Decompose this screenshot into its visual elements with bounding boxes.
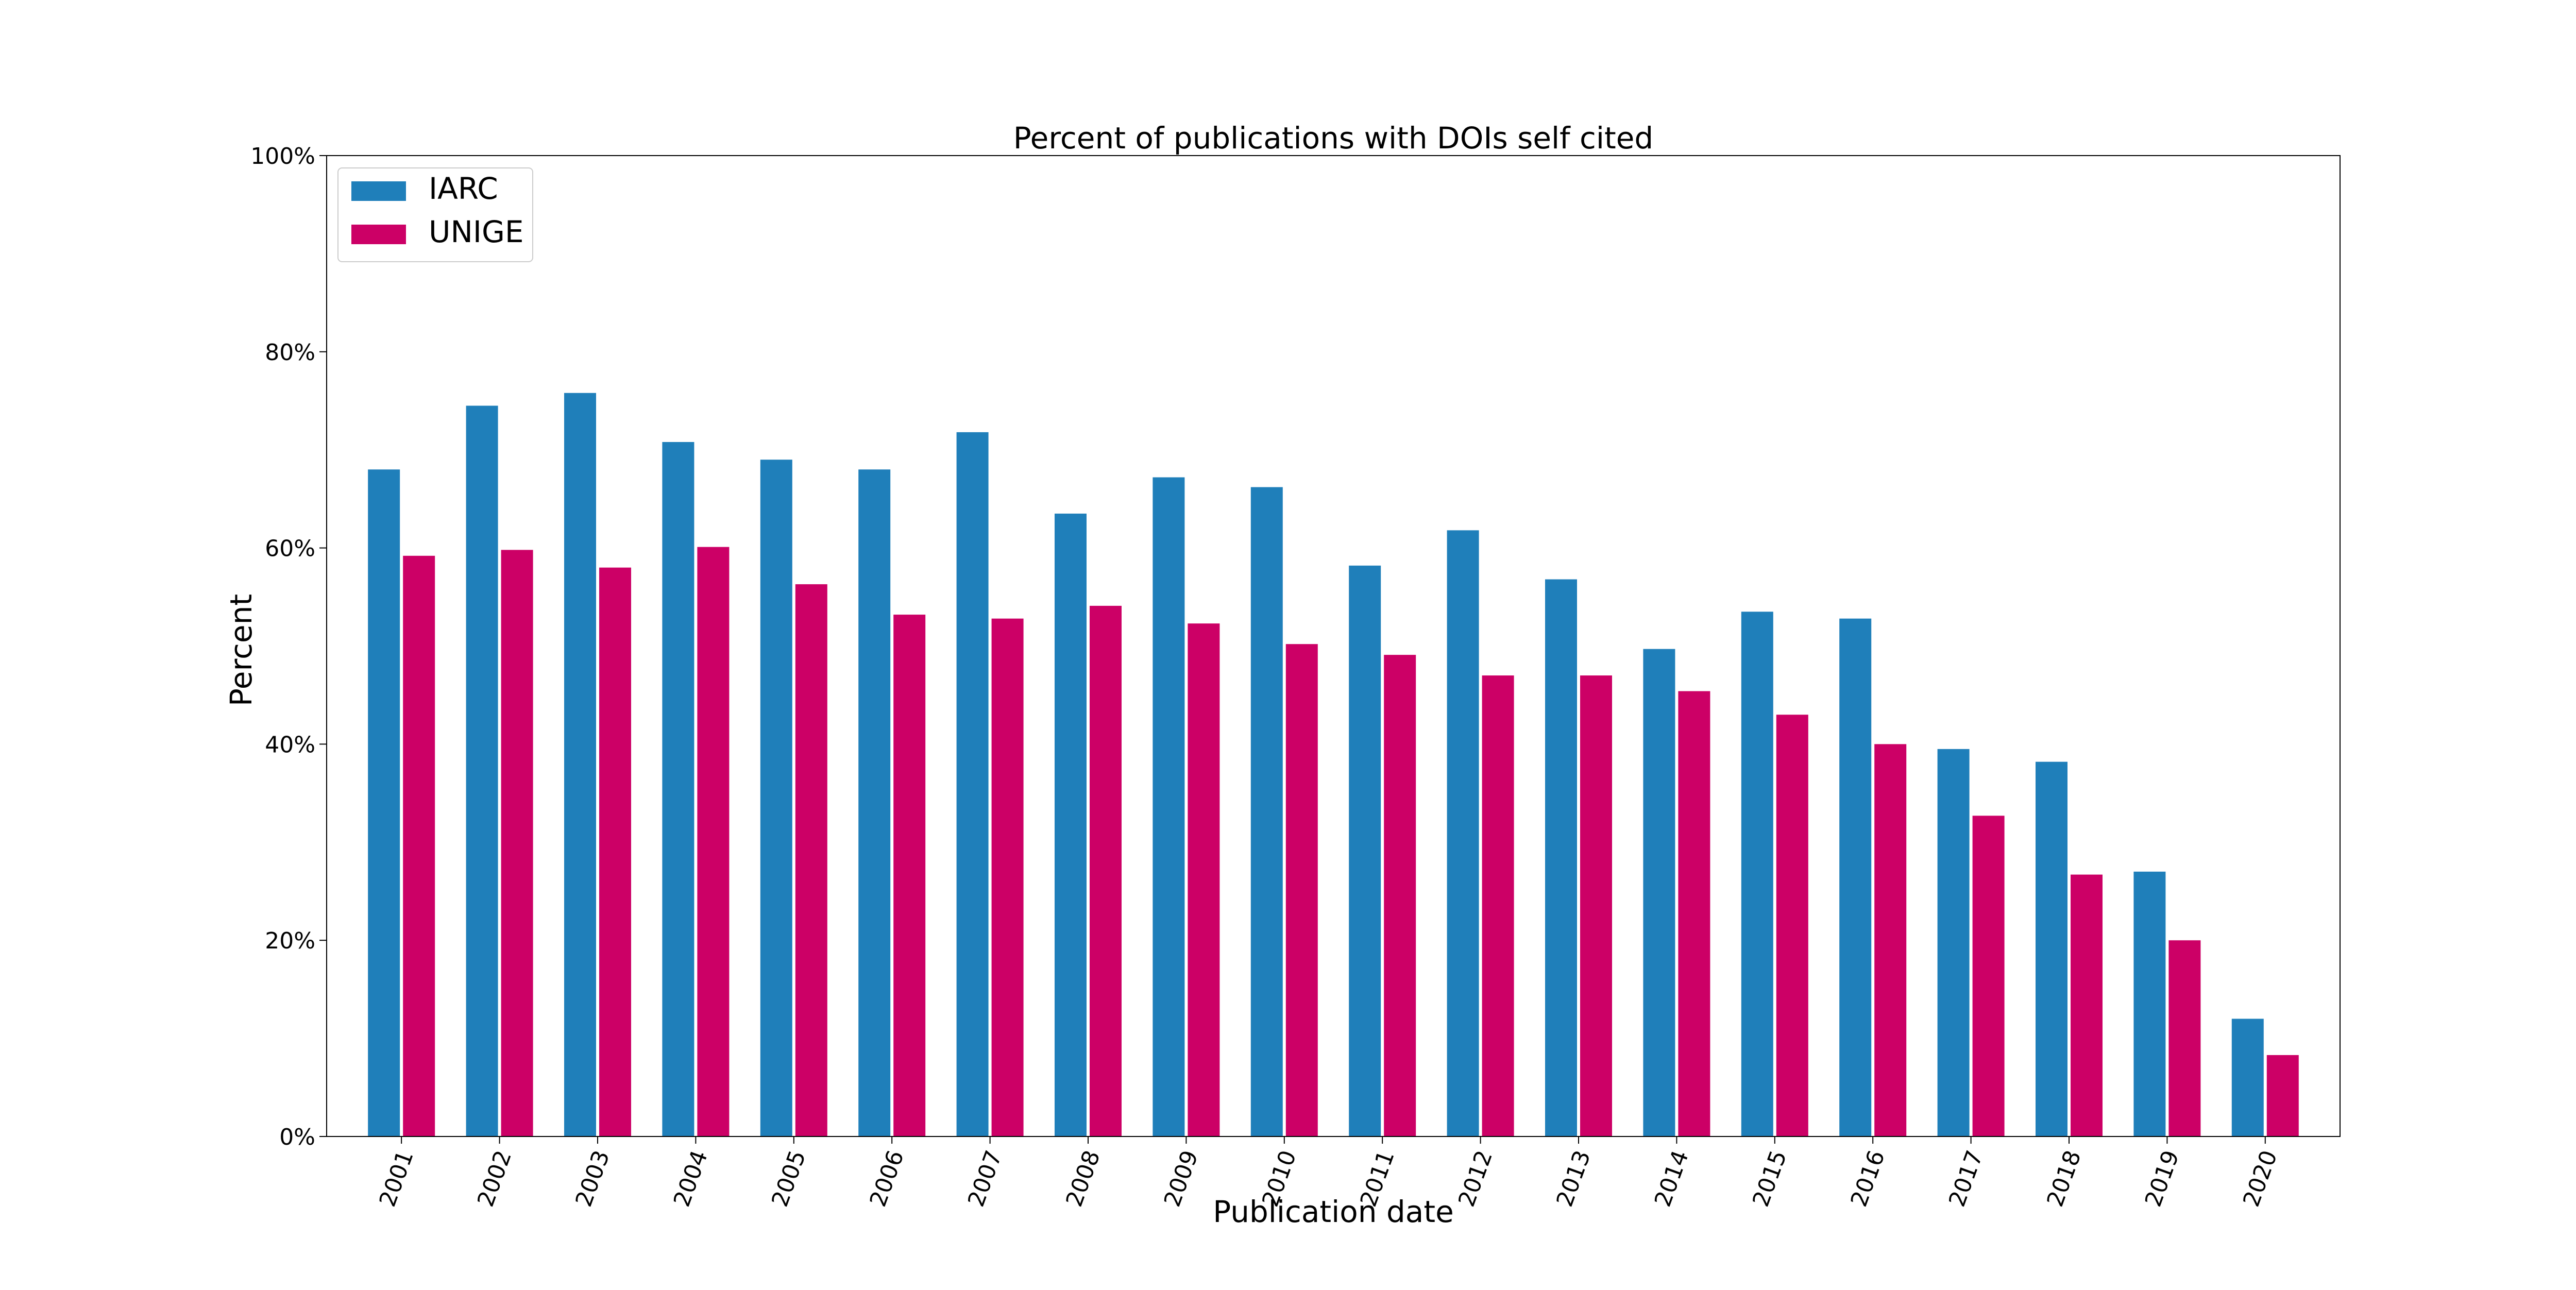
bar-iarc-2006 (858, 469, 891, 1136)
chart-title: Percent of publications with DOIs self c… (1013, 121, 1654, 156)
x-tick-label: 2005 (767, 1147, 811, 1210)
legend-label-iarc: IARC (429, 171, 498, 206)
x-tick-label: 2020 (2238, 1147, 2282, 1210)
legend: IARC UNIGE (337, 167, 533, 262)
bar-unige-2015 (1776, 715, 1808, 1136)
bar-iarc-2014 (1643, 649, 1675, 1136)
bar-unige-2002 (501, 550, 533, 1136)
x-tick-label: 2001 (375, 1147, 419, 1210)
bar-unige-2012 (1482, 675, 1514, 1136)
bar-iarc-2008 (1055, 513, 1087, 1137)
bar-unige-2019 (2168, 940, 2201, 1136)
bar-iarc-2003 (564, 393, 596, 1136)
plot-frame (326, 155, 2341, 1137)
bar-iarc-2010 (1250, 487, 1283, 1136)
bar-unige-2004 (697, 547, 730, 1136)
bar-iarc-2001 (368, 469, 400, 1136)
bar-iarc-2011 (1349, 565, 1381, 1136)
bar-unige-2017 (1972, 816, 2005, 1136)
x-tick-label: 2015 (1748, 1147, 1792, 1210)
x-tick-label: 2002 (472, 1147, 517, 1210)
bar-unige-2014 (1678, 691, 1710, 1136)
x-tick-label: 2013 (1551, 1147, 1596, 1210)
legend-swatch-unige (351, 225, 406, 244)
bar-unige-2011 (1384, 655, 1416, 1136)
bar-iarc-2005 (760, 460, 792, 1136)
bar-iarc-2004 (662, 442, 694, 1136)
bar-iarc-2002 (466, 405, 498, 1136)
x-tick-label: 2016 (1846, 1147, 1890, 1210)
bar-iarc-2009 (1153, 477, 1185, 1137)
y-tick-label: 60% (265, 536, 315, 562)
bar-unige-2010 (1285, 644, 1318, 1136)
x-tick-label: 2018 (2042, 1147, 2086, 1210)
x-tick-label: 2009 (1159, 1147, 1204, 1210)
bar-unige-2009 (1188, 623, 1220, 1136)
x-tick-label: 2003 (570, 1147, 615, 1210)
bar-unige-2003 (599, 567, 631, 1136)
bar-iarc-2013 (1545, 579, 1577, 1136)
y-tick-label: 40% (265, 732, 315, 758)
bar-iarc-2017 (1937, 749, 1970, 1136)
x-tick-label: 2014 (1650, 1147, 1694, 1210)
x-axis-label: Publication date (1213, 1194, 1454, 1229)
legend-label-unige: UNIGE (429, 214, 524, 249)
y-tick-label: 100% (250, 143, 315, 169)
bar-unige-2018 (2071, 874, 2103, 1136)
y-axis-ticks: 0% 20% 40% 60% 80% 100% (250, 143, 327, 1150)
x-tick-label: 2017 (1944, 1147, 1988, 1210)
bar-unige-2001 (403, 555, 435, 1136)
bar-iarc-2018 (2036, 761, 2067, 1136)
bar-iarc-2019 (2133, 871, 2166, 1136)
legend-swatch-iarc (351, 181, 406, 201)
y-tick-label: 80% (265, 340, 315, 366)
bar-unige-2008 (1090, 605, 1122, 1136)
x-tick-label: 2012 (1453, 1147, 1498, 1210)
bar-iarc-2016 (1839, 618, 1872, 1136)
x-tick-label: 2019 (2140, 1147, 2184, 1210)
y-tick-label: 0% (279, 1124, 315, 1150)
bar-iarc-2012 (1447, 530, 1479, 1136)
bar-unige-2007 (991, 618, 1024, 1136)
x-tick-label: 2008 (1061, 1147, 1105, 1210)
bar-unige-2016 (1874, 744, 1907, 1136)
bar-iarc-2020 (2231, 1019, 2264, 1136)
y-axis-label: Percent (224, 594, 259, 706)
x-tick-label: 2006 (865, 1147, 909, 1210)
y-tick-label: 20% (265, 928, 315, 954)
bar-unige-2005 (795, 584, 827, 1136)
bar-iarc-2007 (956, 432, 989, 1136)
bar-unige-2006 (893, 615, 926, 1136)
bar-unige-2020 (2266, 1055, 2299, 1136)
bar-unige-2013 (1580, 675, 1612, 1136)
x-tick-label: 2007 (963, 1147, 1007, 1210)
bars-group (368, 393, 2299, 1137)
x-tick-label: 2004 (669, 1147, 713, 1210)
bar-iarc-2015 (1741, 612, 1773, 1136)
